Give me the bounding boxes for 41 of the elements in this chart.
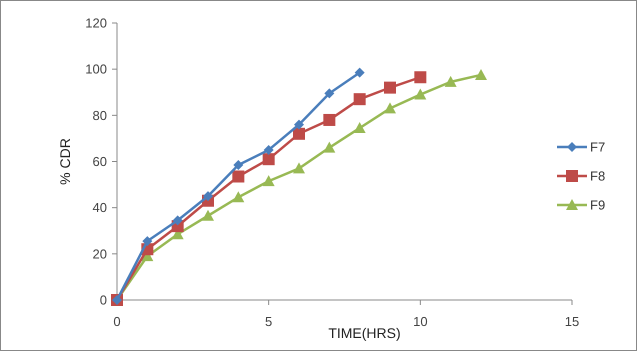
y-tick-label: 60: [92, 154, 107, 170]
y-axis-title: % CDR: [57, 138, 73, 185]
point: [203, 191, 213, 202]
x-tick-label: 15: [564, 314, 580, 329]
point: [294, 120, 304, 130]
point: [233, 160, 244, 170]
point: [475, 68, 487, 80]
point: [142, 236, 152, 246]
y-tick-label: 100: [85, 62, 107, 77]
x-axis-title: TIME(HRS): [328, 325, 401, 341]
point: [232, 191, 244, 202]
y-tick-label: 0: [100, 292, 107, 308]
y-tick-label: 80: [92, 108, 107, 123]
legend-label: F8: [590, 168, 606, 184]
x-tick-label: 10: [413, 314, 428, 329]
point: [293, 162, 305, 174]
x-tick-label: 5: [265, 314, 272, 329]
point: [444, 76, 457, 87]
point: [262, 175, 275, 186]
point: [414, 88, 426, 100]
y-tick-label: 120: [85, 16, 107, 31]
point: [262, 153, 275, 166]
point: [384, 82, 396, 94]
point: [293, 128, 305, 140]
point: [232, 170, 244, 183]
legend-label: F9: [590, 198, 606, 213]
point: [354, 122, 366, 134]
point: [323, 142, 336, 153]
point: [172, 215, 183, 226]
point: [354, 68, 365, 78]
legend-label: F7: [590, 140, 606, 155]
point: [324, 88, 334, 98]
point: [202, 210, 214, 221]
y-tick-label: 20: [92, 246, 107, 262]
x-tick-label: 0: [113, 314, 121, 329]
point: [264, 144, 274, 155]
y-tick-label: 40: [92, 200, 107, 216]
point: [414, 71, 426, 84]
point: [323, 114, 336, 126]
point: [354, 93, 366, 106]
point: [384, 102, 396, 114]
